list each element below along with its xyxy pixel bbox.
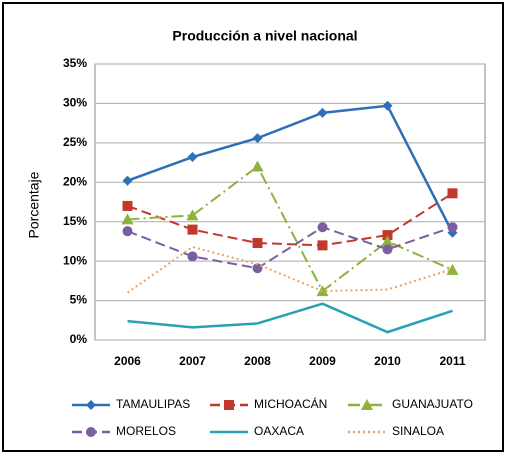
legend-marker [86, 427, 96, 437]
point-marker [251, 160, 264, 172]
legend-marker [224, 400, 234, 410]
series-line [127, 226, 453, 270]
point-marker [122, 175, 133, 186]
x-tick-label: 2010 [374, 354, 401, 368]
legend-label: MICHOACÁN [254, 396, 327, 411]
legend-label: TAMAULIPAS [116, 397, 190, 411]
point-marker [382, 244, 393, 255]
y-tick-label: 5% [70, 293, 88, 307]
point-marker [186, 209, 199, 221]
chart-title: Producción a nivel nacional [172, 28, 357, 44]
x-tick-label: 2009 [309, 354, 336, 368]
point-marker [447, 188, 458, 199]
legend-label: SINALOA [392, 424, 444, 438]
x-tick-label: 2011 [439, 354, 465, 368]
y-axis-label: Porcentaje [26, 171, 42, 238]
x-tick-label: 2007 [179, 354, 206, 368]
point-marker [187, 152, 198, 163]
legend-label: MORELOS [116, 424, 176, 438]
legend-label: OAXACA [254, 424, 304, 438]
y-tick-label: 20% [63, 174, 87, 188]
y-tick-label: 10% [63, 253, 87, 267]
point-marker [252, 238, 263, 249]
plot-area [94, 63, 486, 341]
legend-label: GUANAJUATO [392, 397, 473, 411]
point-marker [447, 222, 458, 233]
point-marker [317, 107, 328, 118]
point-marker [187, 224, 198, 235]
point-marker [252, 263, 263, 274]
point-marker [122, 200, 133, 211]
x-tick-label: 2006 [114, 354, 141, 368]
point-marker [317, 222, 328, 233]
point-marker [317, 240, 328, 251]
point-marker [382, 100, 393, 111]
point-marker [122, 226, 133, 237]
legend-marker [86, 400, 96, 410]
y-tick-label: 15% [63, 214, 87, 228]
y-tick-label: 30% [63, 96, 87, 110]
point-marker [252, 133, 263, 144]
point-marker [382, 230, 393, 241]
y-tick-label: 0% [70, 332, 88, 346]
y-tick-label: 25% [63, 135, 87, 149]
y-tick-label: 35% [63, 56, 87, 70]
x-tick-label: 2008 [244, 354, 271, 368]
point-marker [121, 213, 134, 225]
series-line [127, 104, 454, 234]
series-line [127, 192, 454, 247]
point-marker [187, 251, 198, 262]
series-line [127, 302, 453, 334]
point-marker [381, 235, 394, 247]
legend-marker [361, 399, 373, 410]
series-line [126, 245, 453, 294]
